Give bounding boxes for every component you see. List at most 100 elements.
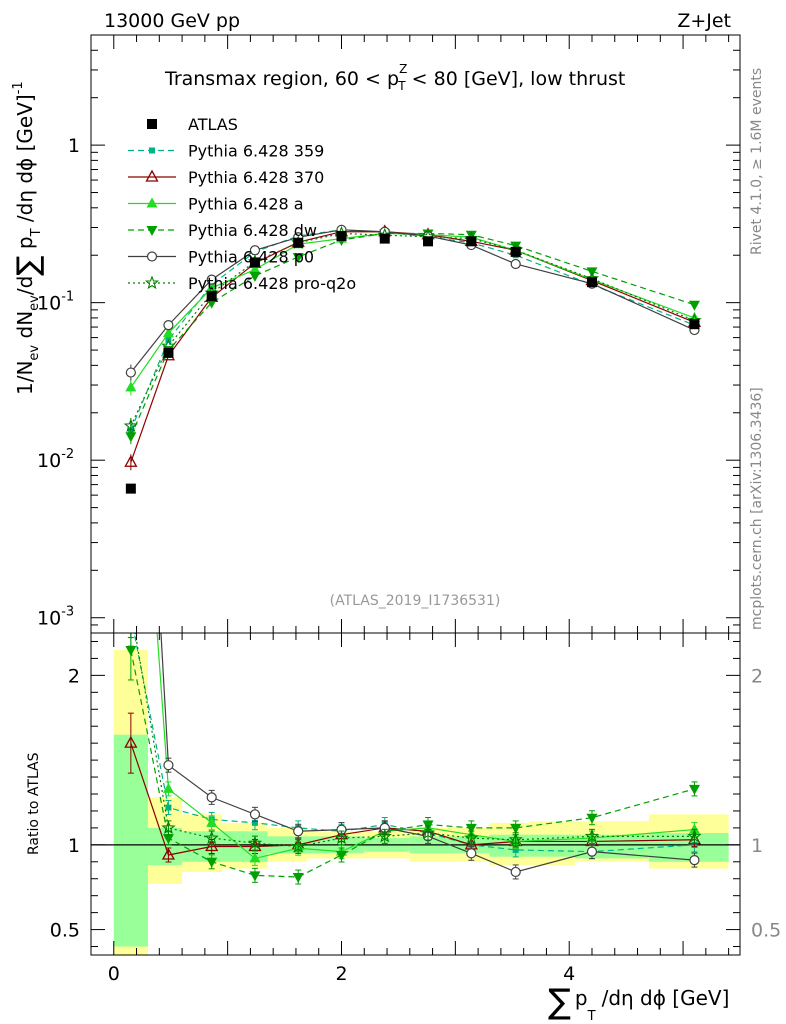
data-point xyxy=(292,252,304,263)
series-line xyxy=(130,232,695,427)
ratio-point xyxy=(206,792,217,803)
ratio-point xyxy=(420,825,436,840)
ratio-point xyxy=(206,816,218,827)
ratio-point xyxy=(161,820,176,834)
atlas-data-point xyxy=(510,246,521,257)
x-tick-label: 4 xyxy=(563,963,575,985)
y-tick-label-main: 10-3 xyxy=(37,605,74,630)
ratio-point xyxy=(334,830,349,845)
ratio-point xyxy=(249,809,261,820)
legend-marker xyxy=(147,119,157,129)
y-tick-label-ratio-right: 1 xyxy=(751,835,763,857)
ratio-point xyxy=(251,819,258,826)
ratio-point xyxy=(162,834,174,845)
legend-marker xyxy=(145,169,159,182)
y-tick-label-ratio-right: 2 xyxy=(751,665,763,687)
atlas-data-point xyxy=(466,236,477,247)
ratio-point xyxy=(466,848,477,859)
ratio-plot-frame xyxy=(90,632,741,956)
ratio-point xyxy=(687,828,702,843)
legend-label: Pythia 6.428 a xyxy=(188,195,304,214)
ratio-point xyxy=(204,830,219,845)
x-tick-label: 2 xyxy=(335,963,347,985)
ratio-point xyxy=(162,782,174,793)
ratio-point xyxy=(291,839,306,853)
data-point xyxy=(465,230,477,241)
data-point xyxy=(206,274,217,285)
legend-label: Pythia 6.428 370 xyxy=(188,168,324,187)
ratio-point xyxy=(510,866,521,878)
y-tick-label-main: 10-2 xyxy=(37,447,74,472)
rivet-label: Rivet 4.1.0, ≥ 1.6M events xyxy=(749,68,765,255)
atlas-data-point xyxy=(249,257,260,268)
ratio-line xyxy=(130,649,695,878)
legend-label: Pythia 6.428 dw xyxy=(188,221,317,240)
ratio-point xyxy=(510,823,522,834)
ratio-line xyxy=(156,633,695,860)
data-point xyxy=(162,327,174,338)
atlas-data-point xyxy=(293,237,304,248)
ratio-point xyxy=(128,613,134,619)
analysis-watermark: (ATLAS_2019_I1736531) xyxy=(330,593,501,609)
data-point xyxy=(125,381,137,392)
y-tick-label-ratio: 2 xyxy=(68,665,80,687)
ratio-point xyxy=(249,871,261,882)
series-line xyxy=(130,232,695,437)
atlas-data-point xyxy=(206,291,217,302)
legend-entry: Pythia 6.428 a xyxy=(128,195,304,214)
y-tick-label-main: 10-1 xyxy=(37,290,74,315)
legend-entry: Pythia 6.428 p0 xyxy=(128,248,314,267)
ratio-point xyxy=(465,823,477,834)
legend-entry: Pythia 6.428 pro-q2o xyxy=(128,274,356,293)
legend-marker xyxy=(146,251,158,262)
data-point xyxy=(249,263,261,274)
atlas-data-point xyxy=(336,230,347,241)
legend-label: Pythia 6.428 p0 xyxy=(188,248,314,267)
legend-label: ATLAS xyxy=(188,115,238,134)
header-left: 13000 GeV pp xyxy=(104,10,240,32)
ratio-point xyxy=(377,828,392,843)
y-axis-label-ratio: Ratio to ATLAS xyxy=(26,752,42,855)
legend-label: Pythia 6.428 359 xyxy=(188,142,324,161)
header-right: Z+Jet xyxy=(677,10,731,32)
data-point xyxy=(123,418,138,433)
ratio-point xyxy=(688,784,700,795)
legend-label: Pythia 6.428 pro-q2o xyxy=(188,274,356,293)
legend-entry: ATLAS xyxy=(147,115,238,134)
ratio-point xyxy=(249,852,261,863)
ratio-line xyxy=(160,633,695,873)
data-point xyxy=(510,241,522,252)
ratio-point xyxy=(512,846,519,853)
ratio-point xyxy=(586,846,598,857)
x-axis-label: ∑ pT/dη dϕ [GeV] xyxy=(548,982,729,1024)
y-tick-label-main: 1 xyxy=(68,135,80,157)
mcplots-label: mcplots.cern.ch [arXiv:1306.3436] xyxy=(749,387,765,630)
ratio-point xyxy=(247,835,263,850)
ratio-point xyxy=(125,602,136,613)
chart-title: Transmax region, 60 < pZ T < 80 [GeV], lo… xyxy=(164,62,625,93)
atlas-data-point xyxy=(586,277,597,288)
ratio-line xyxy=(134,633,695,848)
series-line xyxy=(130,229,695,373)
data-point xyxy=(510,258,521,270)
ratio-point xyxy=(335,851,347,862)
data-point xyxy=(124,454,138,467)
data-point xyxy=(125,432,137,443)
data-point xyxy=(125,367,136,378)
ratio-point xyxy=(161,847,176,860)
ratio-point xyxy=(126,95,135,104)
ratio-point xyxy=(206,857,218,868)
x-tick-label: 0 xyxy=(108,963,120,985)
legend-entry: Pythia 6.428 370 xyxy=(128,168,324,187)
legend-marker xyxy=(144,275,160,290)
ratio-point xyxy=(293,826,304,837)
ratio-point xyxy=(163,760,174,771)
atlas-data-point xyxy=(379,233,390,244)
legend-marker xyxy=(149,147,155,154)
atlas-data-point xyxy=(689,319,700,330)
y-tick-label-ratio-right: 0.5 xyxy=(751,920,781,942)
ratio-point xyxy=(124,735,138,748)
ratio-point xyxy=(688,823,700,834)
legend-entry: Pythia 6.428 dw xyxy=(128,221,317,240)
